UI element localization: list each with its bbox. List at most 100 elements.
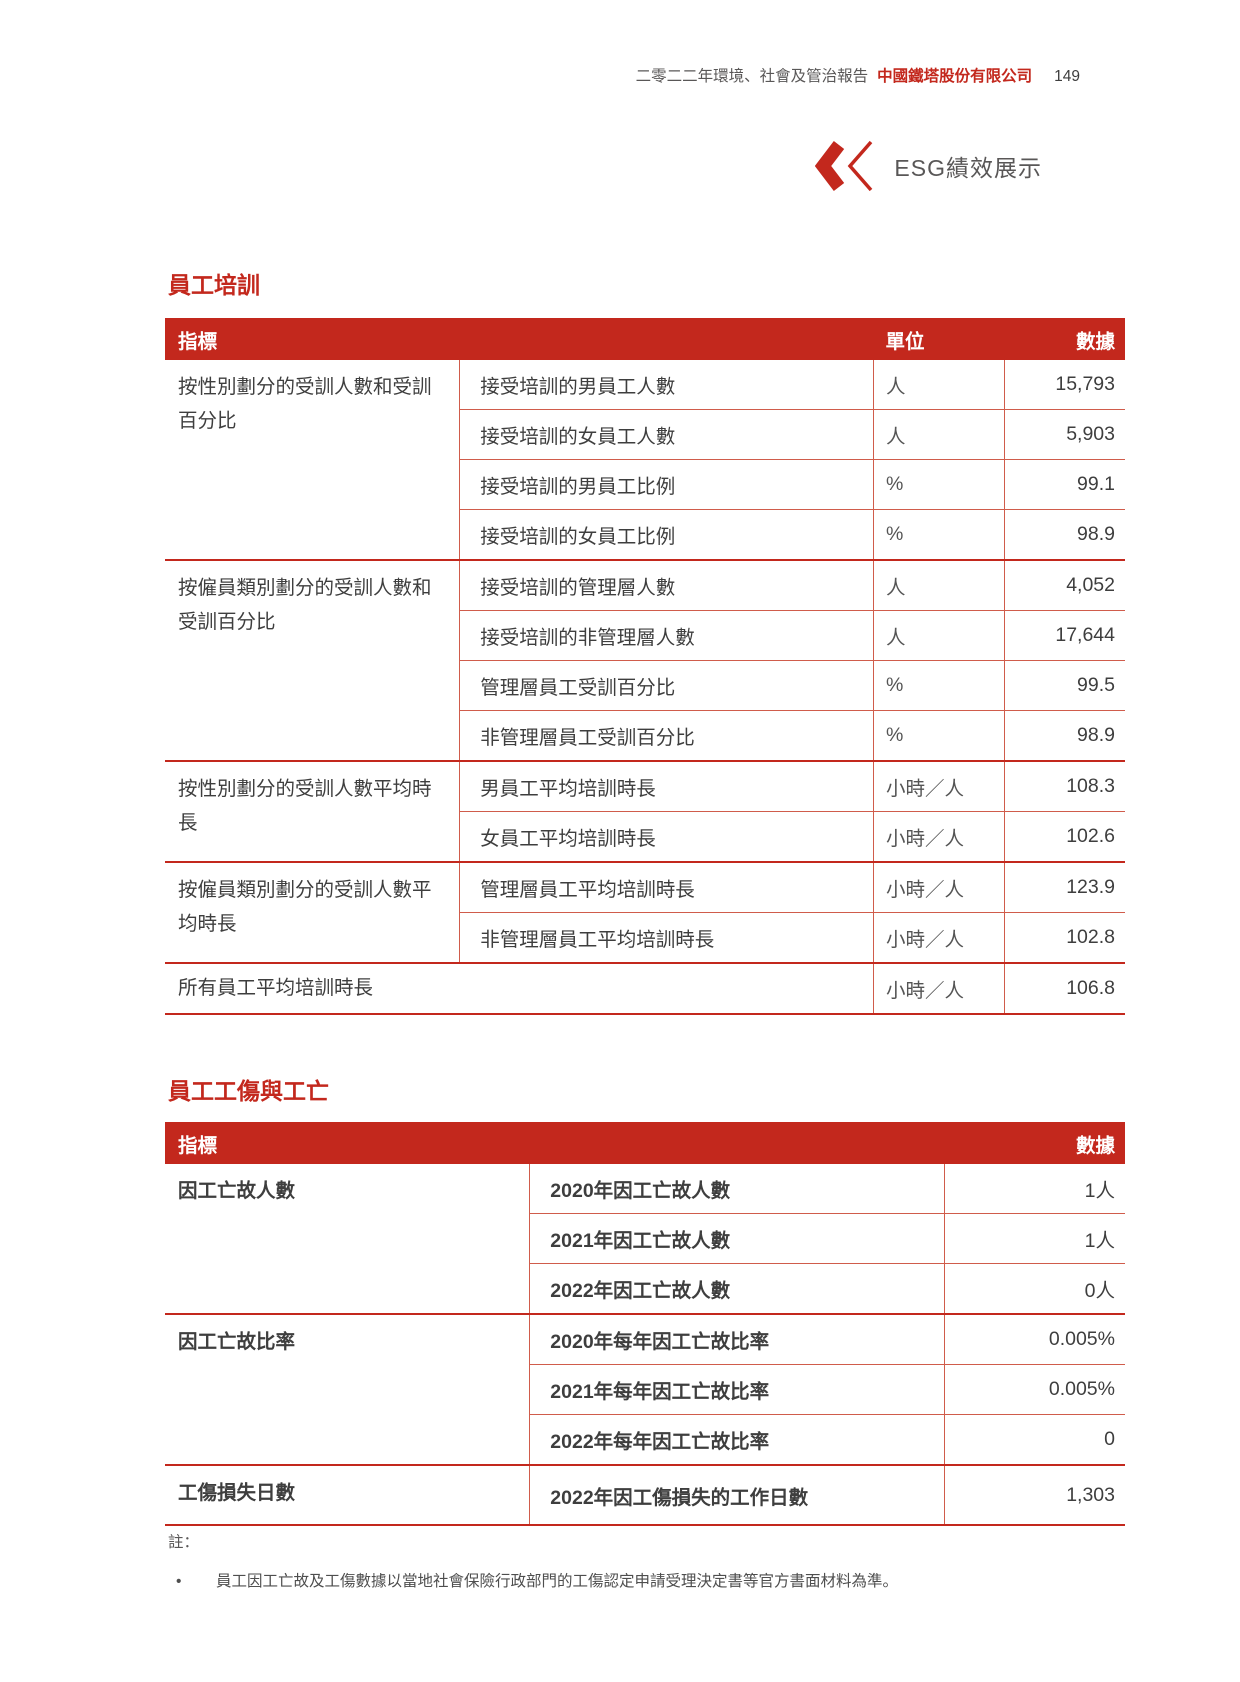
company-name: 中國鐵塔股份有限公司 — [877, 68, 1033, 85]
indicator-cell: 工傷損失日數 — [165, 1464, 530, 1526]
table-header-row: 指標 單位 數據 — [165, 318, 1125, 360]
page-number: 149 — [1054, 68, 1080, 85]
table-row: 按僱員類別劃分的受訓人數平均時長 管理層員工平均培訓時長 小時／人 123.9 — [165, 861, 1125, 963]
metric-cell: 2020年每年因工亡故比率 — [529, 1313, 945, 1365]
indicator-cell: 所有員工平均培訓時長 — [165, 962, 874, 1015]
unit-cell: % — [872, 459, 1005, 510]
metric-cell: 2020年因工亡故人數 — [529, 1164, 945, 1214]
indicator-cell: 按性別劃分的受訓人數和受訓百分比 — [178, 376, 432, 432]
double-chevron-left-icon — [815, 140, 873, 192]
table-title-employee-training: 員工培訓 — [168, 272, 260, 298]
value-cell: 123.9 — [1003, 861, 1125, 913]
table-row: 按僱員類別劃分的受訓人數和受訓百分比 接受培訓的管理層人數人 4,052 — [165, 559, 1125, 761]
table-row: 管理層員工受訓百分比% 99.5 — [165, 660, 1125, 711]
unit-cell: % — [872, 710, 1005, 761]
footnotes: 註： • 員工因工亡故及工傷數據以當地社會保險行政部門的工傷認定申請受理決定書等… — [168, 1530, 1108, 1593]
column-header-unit: 單位 — [873, 318, 1005, 360]
note-item: • 員工因工亡故及工傷數據以當地社會保險行政部門的工傷認定申請受理決定書等官方書… — [168, 1570, 1108, 1593]
unit-cell: 小時／人 — [872, 760, 1005, 812]
indicator-cell: 按僱員類別劃分的受訓人數平均時長 — [165, 861, 460, 963]
table-row: 接受培訓的女員工比例% 98.9 — [165, 509, 1125, 560]
metric-cell: 接受培訓的管理層人數 — [459, 559, 874, 611]
column-header-value: 數據 — [944, 1122, 1125, 1164]
indicator-cell: 因工亡故比率 — [165, 1313, 530, 1465]
table-row: 按性別劃分的受訓人數和受訓百分比 接受培訓的男員工人數人 15,793 — [165, 360, 1125, 432]
table-row: 女員工平均培訓時長 小時／人 102.6 — [165, 811, 1125, 862]
column-header-indicator: 指標 — [165, 318, 874, 360]
banner-label: ESG績效展示 — [894, 155, 1042, 181]
table-row: 工傷損失日數 2022年因工傷損失的工作日數 1,303 — [165, 1464, 1125, 1526]
table-row: 2022年因工亡故人數 0人 — [165, 1263, 1125, 1314]
work-injury-table-area: 指標 數據 因工亡故人數 2020年因工亡故人數 1人 2021年因工亡故人數 1人 2022… — [165, 1122, 1125, 1526]
metric-cell: 2022年每年因工亡故比率 — [529, 1414, 945, 1465]
employee-training-table-area: 指標 單位 數據 按性別劃分的受訓人數和受訓百分比 接受培訓的男員工人數人 15,793 接… — [165, 318, 1125, 1015]
value-cell: 108.3 — [1003, 760, 1125, 812]
table-row: 2021年因工亡故人數 1人 — [165, 1213, 1125, 1264]
work-injury-table: 指標 數據 因工亡故人數 2020年因工亡故人數 1人 2021年因工亡故人數 1人 2022… — [165, 1122, 1125, 1526]
value-cell: 1人 — [944, 1164, 1125, 1214]
indicator-cell: 按僱員類別劃分的受訓人數和受訓百分比 — [165, 559, 460, 761]
metric-cell: 2021年每年因工亡故比率 — [529, 1364, 945, 1415]
metric-cell: 女員工平均培訓時長 — [459, 811, 874, 862]
value-cell: 5,903 — [1003, 409, 1125, 460]
table-row: 因工亡故人數 2020年因工亡故人數 1人 — [165, 1164, 1125, 1214]
value-cell: 4,052 — [1003, 559, 1125, 611]
value-cell: 98.9 — [1003, 710, 1125, 761]
table-header-row: 指標 數據 — [165, 1122, 1125, 1164]
report-title: 二零二二年環境、社會及管治報告 — [635, 68, 869, 85]
unit-cell: 人 — [872, 409, 1005, 460]
metric-cell: 接受培訓的女員工比例 — [459, 509, 874, 560]
value-cell: 102.6 — [1003, 811, 1125, 862]
value-cell: 98.9 — [1003, 509, 1125, 560]
metric-cell: 接受培訓的男員工人數 — [459, 360, 874, 410]
table-row: 所有員工平均培訓時長 小時／人 106.8 — [165, 962, 1125, 1015]
column-header-value: 數據 — [1004, 318, 1125, 360]
unit-cell: 小時／人 — [872, 912, 1005, 963]
metric-cell: 2022年因工傷損失的工作日數 — [529, 1464, 945, 1526]
value-cell: 99.1 — [1003, 459, 1125, 510]
section-banner: ESG績效展示 — [815, 139, 1042, 193]
unit-cell: % — [872, 660, 1005, 711]
value-cell: 1,303 — [944, 1464, 1125, 1526]
table-row: 非管理層員工平均培訓時長 小時／人 102.8 — [165, 912, 1125, 963]
unit-cell: 人 — [872, 559, 1005, 611]
table-row: 2022年每年因工亡故比率 0 — [165, 1414, 1125, 1465]
employee-training-table: 指標 單位 數據 按性別劃分的受訓人數和受訓百分比 接受培訓的男員工人數人 15,793 接… — [165, 318, 1125, 1015]
metric-cell: 接受培訓的女員工人數 — [459, 409, 874, 460]
value-cell: 1人 — [944, 1213, 1125, 1264]
note-label: 註： — [168, 1534, 200, 1551]
value-cell: 0人 — [944, 1263, 1125, 1314]
metric-cell: 男員工平均培訓時長 — [459, 760, 874, 812]
note-text: 員工因工亡故及工傷數據以當地社會保險行政部門的工傷認定申請受理決定書等官方書面材… — [216, 1573, 899, 1590]
column-header-indicator: 指標 — [165, 1122, 945, 1164]
metric-cell: 2021年因工亡故人數 — [529, 1213, 945, 1264]
bullet-icon: • — [176, 1573, 182, 1590]
unit-cell: % — [872, 509, 1005, 560]
unit-cell: 小時／人 — [872, 811, 1005, 862]
value-cell: 15,793 — [1003, 360, 1125, 410]
unit-cell: 人 — [872, 360, 1005, 410]
value-cell: 0 — [944, 1414, 1125, 1465]
indicator-cell: 因工亡故人數 — [178, 1180, 296, 1202]
table-row: 按性別劃分的受訓人數平均時長 男員工平均培訓時長 小時／人 108.3 — [165, 760, 1125, 862]
metric-cell: 非管理層員工平均培訓時長 — [459, 912, 874, 963]
table-row: 非管理層員工受訓百分比% 98.9 — [165, 710, 1125, 761]
page-header: 二零二二年環境、社會及管治報告 中國鐵塔股份有限公司 149 — [636, 64, 1080, 86]
unit-cell: 小時／人 — [872, 861, 1005, 913]
indicator-cell: 按性別劃分的受訓人數平均時長 — [165, 760, 460, 862]
value-cell: 17,644 — [1003, 610, 1125, 661]
unit-cell: 人 — [872, 610, 1005, 661]
table-row: 接受培訓的非管理層人數人 17,644 — [165, 610, 1125, 661]
value-cell: 99.5 — [1003, 660, 1125, 711]
value-cell: 0.005% — [944, 1364, 1125, 1415]
value-cell: 106.8 — [1003, 962, 1125, 1015]
table-row: 接受培訓的女員工人數人 5,903 — [165, 409, 1125, 460]
value-cell: 102.8 — [1003, 912, 1125, 963]
value-cell: 0.005% — [944, 1313, 1125, 1365]
table-row: 接受培訓的男員工比例% 99.1 — [165, 459, 1125, 510]
table-row: 2021年每年因工亡故比率 0.005% — [165, 1364, 1125, 1415]
table-title-work-injury: 員工工傷與工亡 — [168, 1078, 329, 1104]
metric-cell: 2022年因工亡故人數 — [529, 1263, 945, 1314]
metric-cell: 非管理層員工受訓百分比 — [459, 710, 874, 761]
